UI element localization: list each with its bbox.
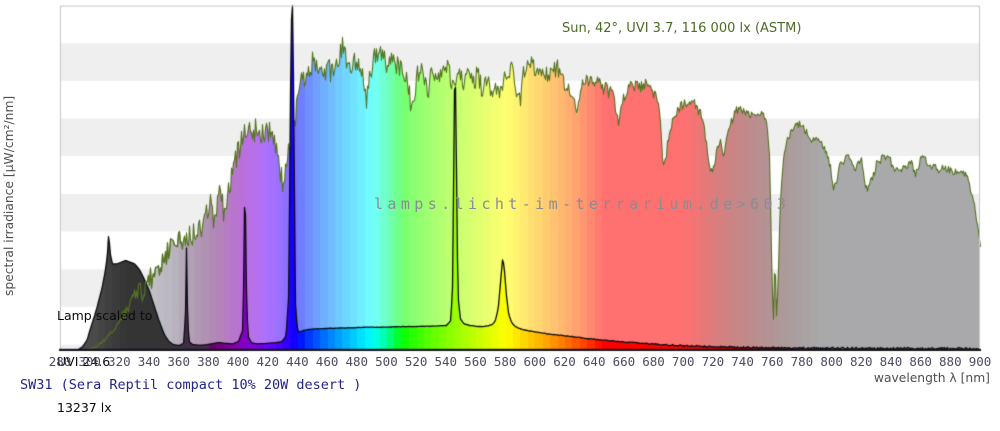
x-tick-label: 460	[315, 354, 339, 369]
x-tick-label: 900	[968, 354, 992, 369]
watermark-text: lamps.licht-im-terrarium.de>603	[374, 195, 791, 213]
x-tick-label: 820	[849, 354, 873, 369]
x-tick-label: 620	[553, 354, 576, 369]
lamp-scaling-line2: UVI 24.6	[57, 354, 111, 370]
x-tick-label: 320	[108, 354, 131, 369]
x-tick-label: 280	[48, 354, 72, 369]
x-tick-label: 400	[226, 354, 250, 369]
x-tick-label: 540	[434, 354, 458, 369]
x-axis-label: wavelength λ [nm]	[873, 371, 990, 385]
x-tick-label: 780	[790, 354, 814, 369]
x-tick-label: 480	[345, 354, 369, 369]
x-tick-label: 440	[286, 354, 309, 369]
x-tick-label: 760	[760, 354, 784, 369]
x-tick-label: 340	[137, 354, 161, 369]
x-tick-label: 720	[701, 354, 725, 369]
x-tick-label: 680	[642, 354, 665, 369]
x-tick-label: 800	[820, 354, 843, 369]
x-tick-label: 360	[167, 354, 190, 369]
x-tick-label: 300	[78, 354, 101, 369]
x-tick-label: 500	[375, 354, 398, 369]
x-tick-label: 860	[909, 354, 932, 369]
lamp-scaling-line1: Lamp scaled to	[57, 307, 153, 323]
x-tick-label: 380	[197, 354, 220, 369]
x-tick-label: 660	[612, 354, 636, 369]
spectrum-canvas	[0, 0, 1000, 400]
lamp-name-title: SW31 (Sera Reptil compact 10% 20W desert…	[20, 377, 362, 393]
x-tick-label: 740	[731, 354, 754, 369]
x-tick-label: 880	[939, 354, 962, 369]
x-tick-label: 640	[582, 354, 606, 369]
lamp-scaling-line3: 13237 lx	[57, 400, 112, 416]
x-tick-label: 560	[464, 354, 487, 369]
y-axis-label: spectral irradiance [µW/cm²/nm]	[2, 95, 16, 297]
x-tick-label: 520	[404, 354, 428, 369]
x-tick-label: 580	[493, 354, 517, 369]
x-tick-label: 420	[256, 354, 280, 369]
spectrum-chart-page: { "header": { "sun_reference_label": "Su…	[0, 0, 1000, 415]
x-tick-label: 840	[879, 354, 903, 369]
sun-reference-title: Sun, 42°, UVI 3.7, 116 000 lx (ASTM)	[562, 21, 802, 36]
x-tick-label: 600	[523, 354, 547, 369]
x-tick-label: 700	[671, 354, 695, 369]
